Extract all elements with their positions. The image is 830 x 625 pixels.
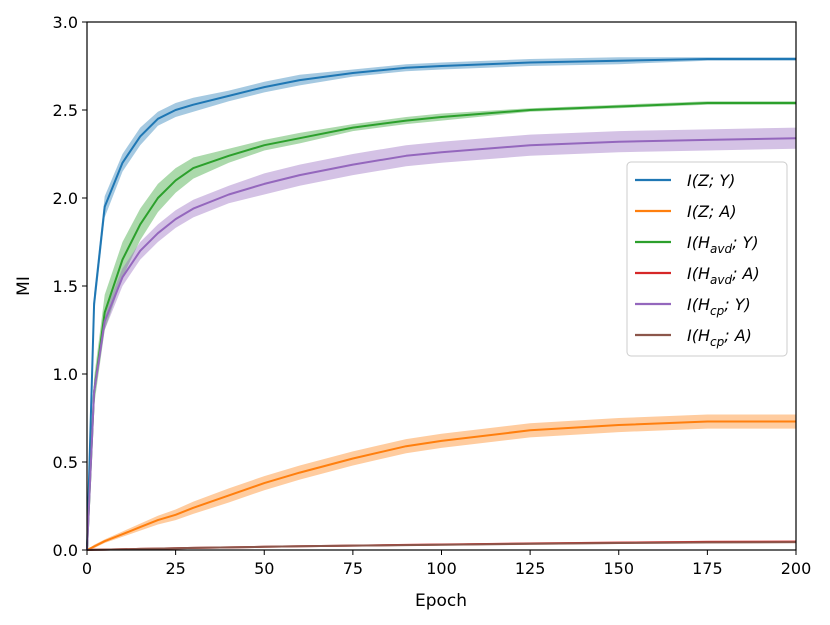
legend: I(Z; Y) I(Z; A) I(Havd; Y) I(Havd; A) I(Hcp;… bbox=[626, 161, 788, 357]
x-axis-ticks: 0 25 50 75 100 125 150 175 200 bbox=[82, 550, 811, 578]
y-tick-label: 0.5 bbox=[53, 453, 78, 472]
legend-entry-1: I(Z; Y) bbox=[687, 171, 735, 190]
y-tick-label: 1.5 bbox=[53, 277, 78, 296]
y-tick-label: 2.5 bbox=[53, 101, 78, 120]
y-tick-label: 0.0 bbox=[53, 541, 78, 560]
line-series-3 bbox=[86, 102, 796, 551]
y-tick-label: 1.0 bbox=[53, 365, 78, 384]
x-axis-label: Epoch bbox=[415, 591, 467, 611]
x-tick-label: 100 bbox=[426, 559, 457, 578]
y-axis-label: MI bbox=[14, 276, 34, 296]
legend-entry-5: I(Hcp; Y) bbox=[687, 295, 751, 318]
x-tick-label: 200 bbox=[781, 559, 812, 578]
line-series-5 bbox=[86, 137, 797, 551]
y-tick-label: 3.0 bbox=[53, 13, 78, 32]
series-lines bbox=[86, 58, 797, 551]
x-tick-label: 50 bbox=[254, 559, 274, 578]
legend-entry-4: I(Havd; A) bbox=[687, 264, 760, 287]
legend-entry-2: I(Z; A) bbox=[687, 202, 737, 221]
x-tick-label: 175 bbox=[692, 559, 723, 578]
line-series-1 bbox=[86, 58, 796, 551]
legend-entry-6: I(Hcp; A) bbox=[687, 326, 752, 349]
legend-entry-3: I(Havd; Y) bbox=[687, 233, 759, 256]
y-axis-ticks: 0.0 0.5 1.0 1.5 2.0 2.5 3.0 bbox=[53, 13, 87, 560]
line-series-2 bbox=[86, 420, 796, 551]
x-tick-label: 75 bbox=[343, 559, 363, 578]
line-series-6 bbox=[86, 541, 797, 551]
band-series-2 bbox=[87, 414, 796, 550]
x-tick-label: 25 bbox=[165, 559, 185, 578]
x-tick-label: 150 bbox=[603, 559, 634, 578]
y-tick-label: 2.0 bbox=[53, 189, 78, 208]
x-tick-label: 125 bbox=[515, 559, 546, 578]
x-tick-label: 0 bbox=[82, 559, 92, 578]
